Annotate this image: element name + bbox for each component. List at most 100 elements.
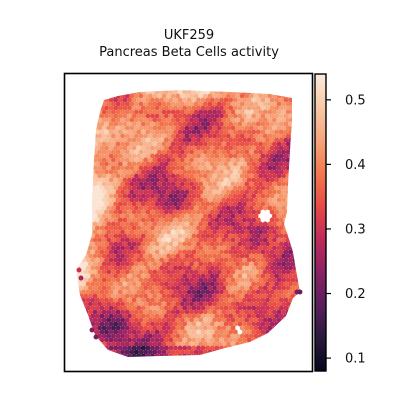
spot <box>113 257 119 263</box>
spot <box>78 205 84 211</box>
spot <box>122 137 128 143</box>
spot <box>255 145 261 151</box>
spot <box>269 265 275 271</box>
spot <box>299 157 300 163</box>
spot <box>193 101 199 107</box>
spot <box>276 101 282 107</box>
spot <box>87 93 93 99</box>
spot <box>262 93 268 99</box>
spot <box>76 317 80 323</box>
spot <box>175 101 181 107</box>
spot <box>267 93 273 99</box>
spot <box>265 353 270 357</box>
spot <box>246 281 252 287</box>
spot <box>214 97 220 103</box>
spot <box>221 277 227 283</box>
spot <box>122 185 128 191</box>
spot <box>202 101 208 107</box>
spot <box>230 325 236 331</box>
spot <box>94 169 100 175</box>
spot <box>258 189 264 195</box>
spot <box>294 157 300 163</box>
spot <box>225 189 231 195</box>
spot <box>166 358 171 363</box>
spot <box>253 213 259 219</box>
spot <box>223 185 229 191</box>
spot <box>219 345 224 351</box>
spot <box>152 101 158 107</box>
spot <box>101 325 107 331</box>
spot <box>244 229 250 235</box>
spot <box>78 301 84 307</box>
spot <box>170 277 176 283</box>
spot <box>161 229 167 235</box>
spot <box>182 281 188 287</box>
spot <box>106 109 112 115</box>
spot <box>223 353 229 357</box>
spot <box>161 341 167 347</box>
spot <box>191 113 197 119</box>
spot <box>101 317 107 323</box>
spot <box>285 149 291 155</box>
spot <box>235 181 241 187</box>
spot <box>237 265 243 271</box>
spot <box>106 253 112 259</box>
spot <box>198 93 204 99</box>
spot <box>138 237 144 243</box>
spot <box>262 341 268 347</box>
spot <box>78 229 84 235</box>
spot <box>216 317 222 323</box>
spot <box>140 217 146 223</box>
spot <box>297 321 300 327</box>
spot <box>223 313 229 319</box>
spot <box>216 109 222 115</box>
spot <box>94 161 100 167</box>
spot <box>219 249 224 255</box>
spot <box>297 145 300 151</box>
spot <box>207 141 213 147</box>
spot <box>202 269 208 275</box>
spot <box>76 313 77 319</box>
spot <box>200 289 206 295</box>
spot <box>223 329 229 335</box>
spot <box>152 221 158 227</box>
spot <box>108 129 114 135</box>
spot <box>235 237 241 243</box>
spot <box>278 273 284 279</box>
spot <box>147 181 153 187</box>
spot <box>278 161 284 167</box>
spot <box>281 133 287 139</box>
spot <box>198 309 204 315</box>
spot <box>173 321 178 327</box>
spot <box>78 349 84 355</box>
spot <box>285 261 291 267</box>
spot <box>290 189 296 195</box>
spot <box>101 269 107 275</box>
spot <box>221 149 227 155</box>
spot <box>94 257 100 263</box>
spot <box>228 281 234 287</box>
spot <box>154 193 160 199</box>
spot <box>179 325 185 331</box>
spot <box>209 321 215 327</box>
spot <box>179 101 185 107</box>
spot <box>163 265 169 271</box>
spot <box>76 289 77 295</box>
spot <box>244 93 250 99</box>
spot <box>129 90 135 91</box>
spot <box>115 141 121 147</box>
spot <box>232 233 238 239</box>
spot <box>221 325 227 331</box>
spot <box>145 217 151 223</box>
spot <box>179 189 185 195</box>
spot <box>143 101 149 107</box>
spot <box>219 129 224 135</box>
spot <box>297 313 300 319</box>
spot <box>104 145 109 151</box>
spot <box>288 289 293 295</box>
spot <box>175 125 181 131</box>
spot <box>281 213 287 219</box>
spot <box>120 205 126 211</box>
colorbar-tick-label: 0.1 <box>345 352 366 367</box>
spot <box>76 257 77 263</box>
